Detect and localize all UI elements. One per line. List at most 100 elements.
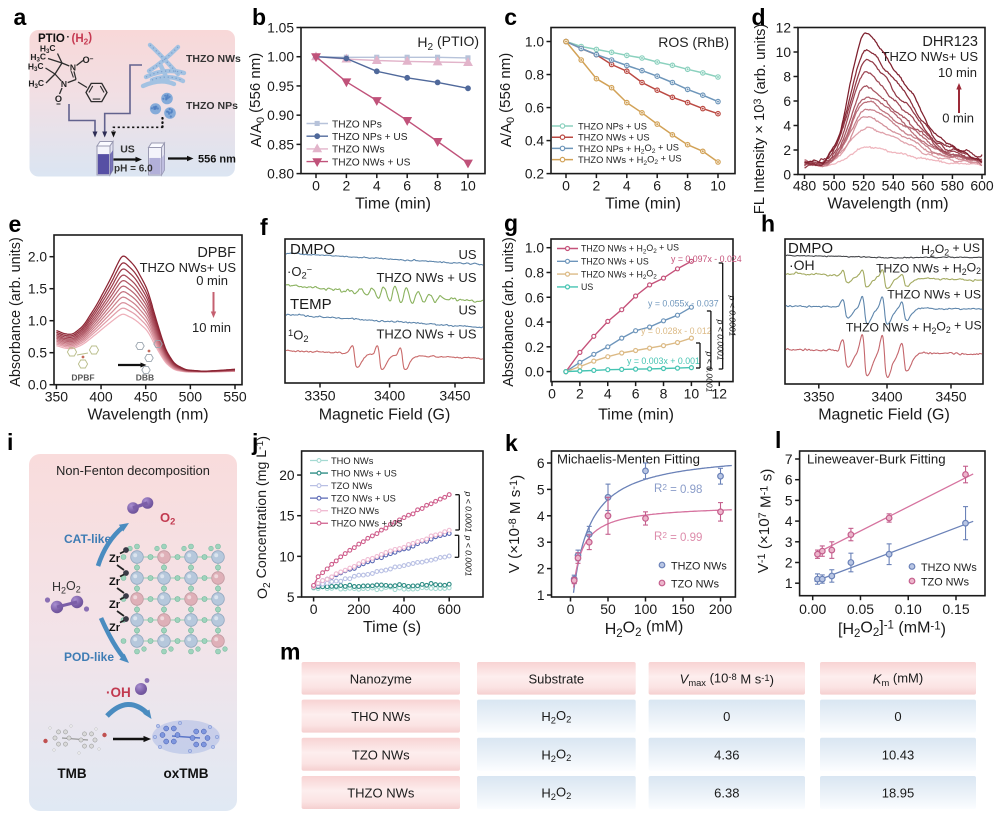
svg-text:V-1​ (×107​ M-1​ s): V-1​ (×107​ M-1​ s): [755, 469, 775, 574]
svg-text:1: 1: [537, 588, 545, 603]
svg-text:H2​O2​: H2​O2​: [52, 579, 81, 596]
svg-text:0: 0: [783, 168, 791, 183]
svg-text:0.4: 0.4: [525, 134, 545, 149]
svg-text:5: 5: [537, 482, 545, 497]
svg-text:Time (s): Time (s): [363, 619, 421, 636]
svg-text:6.38: 6.38: [714, 786, 739, 801]
svg-text:0.8: 0.8: [525, 68, 545, 83]
svg-text:10: 10: [279, 549, 295, 564]
svg-text:Absorbance (arb. units): Absorbance (arb. units): [501, 237, 517, 387]
svg-text:480: 480: [793, 178, 817, 194]
svg-text:y = 0.028x - 0.012: y = 0.028x - 0.012: [641, 326, 712, 336]
svg-text:200: 200: [347, 601, 371, 617]
svg-text:THZO NWs + H2​O2​: THZO NWs + H2​O2​: [581, 269, 657, 281]
svg-text:4: 4: [537, 509, 545, 524]
svg-text:500: 500: [179, 389, 203, 405]
svg-text:550: 550: [223, 389, 247, 405]
svg-text:520: 520: [852, 178, 876, 194]
svg-text:4: 4: [623, 178, 631, 194]
svg-text:5: 5: [287, 590, 295, 605]
svg-text:DPBF: DPBF: [197, 245, 236, 261]
svg-text:THZO NWs: THZO NWs: [331, 506, 379, 516]
svg-text:0: 0: [310, 601, 318, 617]
svg-text:4: 4: [373, 178, 381, 194]
svg-text:3: 3: [785, 535, 793, 550]
svg-text:10: 10: [684, 386, 700, 402]
svg-text:H2​ (PTIO): H2​ (PTIO): [417, 33, 479, 53]
svg-text:0.85: 0.85: [267, 137, 294, 152]
svg-text:5: 5: [785, 493, 793, 508]
svg-text:400: 400: [392, 601, 416, 617]
svg-text:0: 0: [312, 178, 320, 194]
svg-text:1.5: 1.5: [28, 282, 48, 297]
svg-text:0.05: 0.05: [847, 601, 874, 617]
svg-text:600: 600: [970, 178, 994, 194]
svg-text:Zr: Zr: [109, 599, 121, 611]
svg-text:2: 2: [537, 562, 545, 577]
svg-text:[H2​O2​]-1​ (mM-1​): [H2​O2​]-1​ (mM-1​): [838, 618, 946, 640]
svg-text:400: 400: [89, 389, 113, 405]
svg-text:·OH: ·OH: [106, 685, 131, 700]
svg-text:ROS (RhB): ROS (RhB): [658, 34, 729, 50]
svg-text:·O2​−​: ·O2​−​: [287, 264, 312, 281]
svg-text:THZO NPs: THZO NPs: [332, 119, 382, 130]
svg-text:Non-Fenton decomposition: Non-Fenton decomposition: [56, 463, 210, 478]
svg-text:PTIO: PTIO: [38, 33, 65, 45]
svg-text:0: 0: [723, 709, 730, 724]
svg-text:THZO NWs + US: THZO NWs + US: [332, 157, 411, 168]
svg-text:0 min: 0 min: [942, 111, 974, 126]
svg-text:DMPO: DMPO: [788, 240, 833, 257]
svg-text:450: 450: [134, 389, 158, 405]
svg-text:R2​ = 0.99: R2​ = 0.99: [654, 531, 702, 544]
svg-text:540: 540: [882, 178, 906, 194]
svg-text:THZO NWs+ US: THZO NWs+ US: [882, 49, 979, 64]
svg-text:TMB: TMB: [57, 766, 86, 781]
svg-text:TEMP: TEMP: [290, 296, 332, 313]
svg-text:US: US: [458, 303, 476, 318]
svg-text:THZO NWs + US: THZO NWs + US: [376, 327, 476, 342]
svg-text:10: 10: [710, 178, 726, 194]
svg-text:A/A0​ (556 nm): A/A0​ (556 nm): [497, 53, 517, 147]
svg-text:oxTMB: oxTMB: [164, 766, 209, 781]
svg-text:j: j: [251, 429, 258, 455]
svg-text:0.80: 0.80: [267, 167, 294, 182]
svg-text:150: 150: [671, 601, 695, 617]
svg-text:Zr: Zr: [109, 576, 121, 588]
svg-text:H2​O2​: H2​O2​: [541, 746, 571, 764]
svg-text:·OH: ·OH: [789, 257, 815, 273]
svg-text:6: 6: [632, 386, 640, 402]
svg-text:1.0: 1.0: [525, 241, 545, 256]
svg-text:10: 10: [460, 178, 476, 194]
svg-text:CAT-like: CAT-like: [64, 532, 111, 546]
svg-text:y = 0.097x - 0.024: y = 0.097x - 0.024: [671, 254, 742, 264]
svg-text:7: 7: [785, 452, 793, 467]
svg-text:DMPO: DMPO: [290, 241, 335, 258]
svg-text:THZO NWs + US: THZO NWs + US: [887, 288, 981, 302]
svg-text:600: 600: [438, 601, 462, 617]
svg-text:H2​O2​: H2​O2​: [541, 784, 571, 802]
svg-text:1: 1: [785, 576, 793, 591]
svg-text:p < 0.0001: p < 0.0001: [728, 295, 738, 337]
svg-text:US: US: [458, 247, 476, 262]
svg-text:Michaelis-Menten Fitting: Michaelis-Menten Fitting: [557, 452, 700, 467]
svg-text:12: 12: [776, 21, 791, 36]
svg-text:3400: 3400: [374, 388, 405, 404]
svg-text:l: l: [775, 427, 781, 453]
svg-text:Nanozyme: Nanozyme: [350, 672, 412, 687]
svg-text:DHR123: DHR123: [922, 34, 978, 50]
svg-text:THO NWs: THO NWs: [331, 456, 374, 466]
svg-text:0.4: 0.4: [525, 315, 545, 330]
svg-text:THZO NWs + H2​O2​: THZO NWs + H2​O2​: [876, 261, 981, 277]
svg-text:THZO NWs + US: THZO NWs + US: [376, 270, 476, 285]
svg-text:0.0: 0.0: [28, 378, 48, 393]
svg-text:H3​C: H3​C: [28, 78, 44, 90]
svg-text:8: 8: [434, 178, 442, 194]
svg-text:8: 8: [684, 178, 692, 194]
svg-text:b: b: [252, 4, 266, 30]
svg-text:6: 6: [783, 94, 791, 109]
svg-text:4: 4: [783, 119, 791, 134]
svg-text:g: g: [504, 210, 518, 236]
svg-text:4: 4: [604, 386, 612, 402]
svg-text:0.2: 0.2: [525, 167, 544, 182]
svg-text:0: 0: [548, 386, 556, 402]
